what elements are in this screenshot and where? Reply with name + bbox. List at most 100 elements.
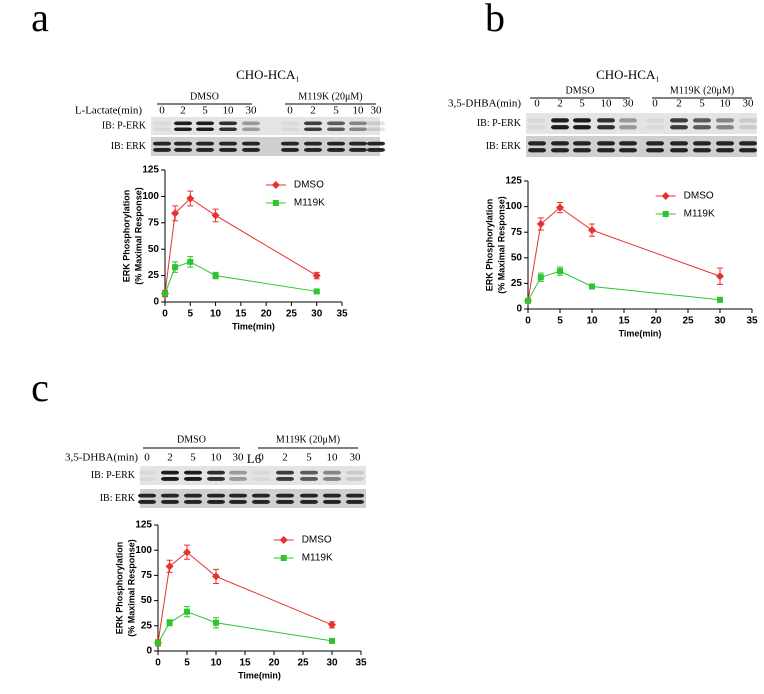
chart: 0 25 50 75 100 125 0 5 10 15 20 25 30 35 Time(min) ERK … xyxy=(114,520,367,681)
band xyxy=(619,118,637,123)
band xyxy=(551,118,569,123)
band xyxy=(573,118,591,123)
chart: 0 25 50 75 100 125 0 5 10 15 20 25 30 35 Time(min) ERK … xyxy=(121,165,348,332)
x-tick-label: 10 xyxy=(210,658,222,669)
band xyxy=(276,493,294,498)
band xyxy=(276,477,294,481)
band xyxy=(528,148,546,153)
band xyxy=(300,470,318,475)
marker xyxy=(212,272,219,279)
lane-label: 5 xyxy=(190,452,196,464)
band xyxy=(646,141,664,146)
y-tick-label: 50 xyxy=(141,595,153,606)
band xyxy=(242,121,260,126)
band xyxy=(153,121,171,126)
band xyxy=(619,148,637,153)
band xyxy=(619,141,637,146)
band xyxy=(276,470,294,475)
band xyxy=(184,470,202,475)
y-tick-label: 25 xyxy=(148,270,160,281)
band xyxy=(252,470,270,475)
band xyxy=(219,127,237,132)
legend-label: DMSO xyxy=(302,535,332,546)
band xyxy=(323,470,341,475)
group-label: M119K (20μM) xyxy=(298,91,362,102)
y-tick-label: 25 xyxy=(141,620,153,631)
marker xyxy=(716,272,724,281)
blot-label: IB: P-ERK xyxy=(102,120,147,131)
band xyxy=(349,127,367,132)
band xyxy=(670,125,688,130)
group-label: DMSO xyxy=(177,434,206,445)
x-tick-label: 30 xyxy=(311,309,323,320)
x-tick-label: 30 xyxy=(714,316,726,327)
band xyxy=(367,148,385,152)
blot-background xyxy=(151,137,380,156)
band xyxy=(300,500,318,504)
y-tick-label: 75 xyxy=(511,227,523,238)
y-tick-label: 25 xyxy=(511,278,523,289)
band xyxy=(281,127,299,132)
band xyxy=(528,118,546,123)
band xyxy=(693,125,711,130)
band xyxy=(573,141,591,146)
lane-label: 10 xyxy=(211,452,223,464)
group-label: DMSO xyxy=(566,85,595,96)
band xyxy=(646,148,664,153)
y-tick-label: 100 xyxy=(505,201,522,212)
band xyxy=(346,477,364,481)
lane-label: 10 xyxy=(720,98,732,110)
cell-line: L6 xyxy=(247,451,262,466)
lane-label: 5 xyxy=(202,105,208,117)
panel-letter: a xyxy=(31,0,49,40)
band xyxy=(207,477,225,481)
lane-label: 0 xyxy=(159,105,165,117)
band xyxy=(281,148,299,152)
blot-background xyxy=(140,489,366,508)
band xyxy=(252,493,270,498)
x-tick-label: 35 xyxy=(336,309,348,320)
marker xyxy=(213,619,219,626)
band xyxy=(161,493,179,498)
series-line xyxy=(527,270,721,302)
x-tick-label: 25 xyxy=(297,658,309,669)
treatment-label: L-Lactate(min) xyxy=(75,105,143,117)
legend-label: DMSO xyxy=(294,180,324,191)
x-tick-label: 10 xyxy=(586,316,598,327)
lane-label: 10 xyxy=(353,105,365,117)
y-tick-label: 100 xyxy=(142,191,159,202)
band xyxy=(184,477,202,481)
treatment-label: 3,5-DHBA(min) xyxy=(65,452,138,464)
band xyxy=(229,470,247,475)
legend-label: M119K xyxy=(294,198,325,209)
marker xyxy=(536,220,545,229)
band xyxy=(551,148,569,153)
band xyxy=(327,127,345,132)
lane-label: 10 xyxy=(327,452,339,464)
band xyxy=(597,148,615,153)
band xyxy=(327,121,345,126)
band xyxy=(304,148,322,152)
marker xyxy=(557,268,563,275)
band xyxy=(281,121,299,126)
y-tick-label: 125 xyxy=(135,520,152,531)
y-axis-label: (% Maximal Response) xyxy=(126,539,136,637)
marker xyxy=(589,283,595,290)
band xyxy=(573,148,591,153)
band xyxy=(184,500,202,504)
y-axis-label: (% Maximal Response) xyxy=(496,196,506,294)
marker xyxy=(212,572,220,581)
band xyxy=(323,493,341,498)
legend-label: M119K xyxy=(302,553,333,564)
band xyxy=(551,125,569,130)
band xyxy=(184,493,202,498)
x-axis-label: Time(min) xyxy=(238,670,281,680)
band xyxy=(716,125,734,130)
band xyxy=(346,493,364,498)
y-tick-label: 75 xyxy=(148,217,160,228)
band xyxy=(219,141,237,146)
band xyxy=(693,118,711,123)
y-axis-label: ERK Phosphorylation xyxy=(114,542,124,635)
band xyxy=(716,118,734,123)
